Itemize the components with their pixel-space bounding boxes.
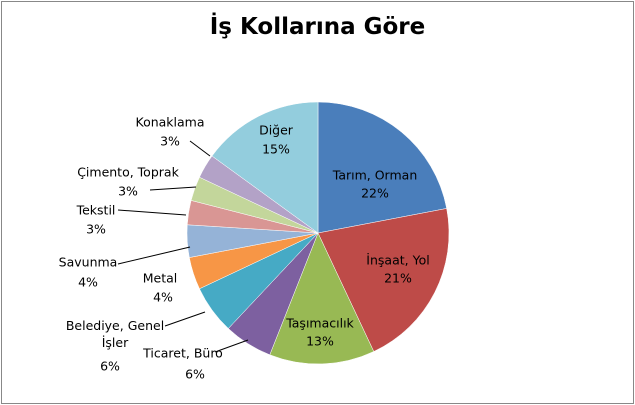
leader-line	[117, 246, 191, 265]
slice-value-label: 4%	[78, 274, 98, 290]
slice-value-label: 22%	[361, 185, 389, 201]
pie-slice	[269, 232, 375, 365]
slice-label: Diğer	[259, 122, 293, 138]
slice-label: Metal	[142, 270, 178, 286]
leader-line	[164, 311, 206, 327]
slice-value-label: 3%	[160, 133, 180, 149]
slice-value-label: 6%	[100, 358, 120, 374]
slice-label: Tekstil	[76, 202, 116, 218]
pie-slice	[317, 208, 450, 352]
leader-line	[117, 209, 187, 216]
slice-label: İnşaat, Yol	[366, 252, 430, 268]
leader-line	[189, 140, 211, 157]
slice-value-label: 13%	[306, 333, 334, 349]
slice-label: Savunma	[58, 254, 118, 270]
slice-value-label: 4%	[153, 289, 173, 305]
pie-slice	[317, 101, 447, 234]
slice-label: Ticaret, Büro	[143, 345, 223, 361]
slice-label: Tarım, Orman	[332, 167, 418, 183]
slice-value-label: 6%	[185, 366, 205, 382]
pie-slice	[211, 101, 319, 234]
chart-title: İş Kollarına Göre	[209, 14, 426, 40]
leader-line	[149, 186, 197, 191]
slice-label: Belediye, Genel İşler	[65, 318, 165, 350]
slice-value-label: 15%	[262, 141, 290, 157]
slice-value-label: 21%	[384, 270, 412, 286]
slice-value-label: 3%	[86, 221, 106, 237]
slice-value-label: 3%	[118, 183, 138, 199]
slice-label: Taşımacılık	[286, 315, 354, 331]
leader-line	[214, 339, 249, 353]
slice-label: Konaklama	[135, 114, 205, 130]
slice-label: Çimento, Toprak	[77, 164, 179, 180]
